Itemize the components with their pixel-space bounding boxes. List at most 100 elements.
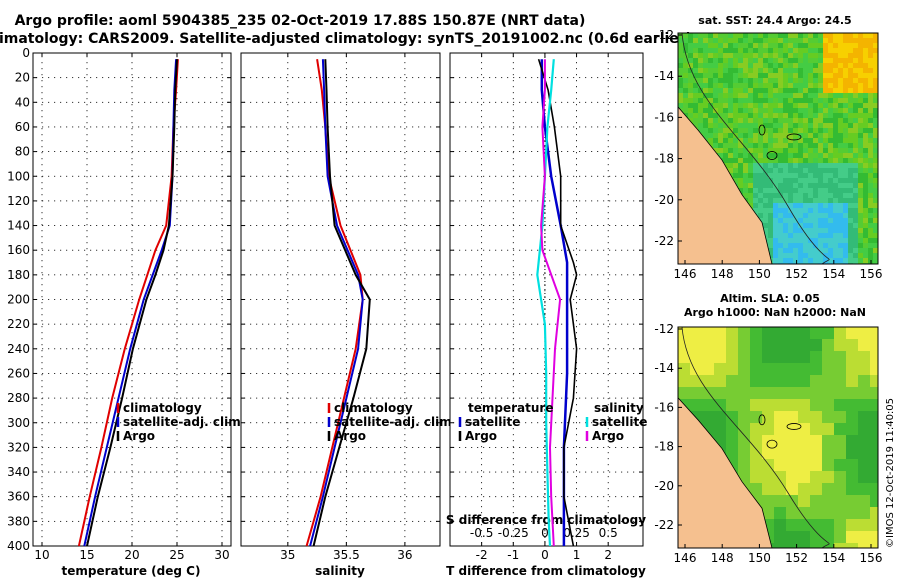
- map-cell: [693, 103, 699, 109]
- map-cell: [828, 133, 834, 139]
- map-cell: [858, 113, 864, 119]
- map-cell: [833, 118, 839, 124]
- map-cell: [828, 128, 834, 134]
- map-cell: [693, 93, 699, 99]
- map-cell: [803, 113, 809, 119]
- map-cell: [698, 108, 704, 114]
- map-cell: [703, 73, 709, 79]
- map-cell: [823, 43, 829, 49]
- map-cell: [723, 88, 729, 94]
- map-cell: [758, 93, 764, 99]
- map-cell: [733, 168, 739, 174]
- map-cell: [758, 38, 764, 44]
- map-cell: [768, 143, 774, 149]
- map-cell: [818, 83, 824, 89]
- map-cell: [868, 133, 874, 139]
- map-cell: [828, 58, 834, 64]
- map-cell: [718, 108, 724, 114]
- map-cell: [768, 208, 774, 214]
- map-cell: [833, 148, 839, 154]
- map-cell: [833, 233, 839, 239]
- depth-tick-label: 380: [7, 514, 30, 528]
- map-cell: [793, 93, 799, 99]
- map-cell: [873, 118, 878, 124]
- map-cell: [738, 88, 744, 94]
- map-cell: [853, 113, 859, 119]
- map-cell: [698, 123, 704, 129]
- map-cell: [833, 38, 839, 44]
- map-cell: [783, 138, 789, 144]
- map-cell: [678, 93, 684, 99]
- map-cell: [813, 78, 819, 84]
- map-cell: [748, 78, 754, 84]
- map-cell: [678, 38, 684, 44]
- map-cell: [808, 168, 814, 174]
- temperature-diff-tick-label: 2: [604, 548, 612, 562]
- map-cell: [723, 73, 729, 79]
- map-cell: [818, 88, 824, 94]
- map-cell: [768, 148, 774, 154]
- legend-label: climatology: [123, 401, 202, 415]
- map-cell: [703, 43, 709, 49]
- map-cell: [828, 123, 834, 129]
- map-cell: [758, 108, 764, 114]
- map-cell: [813, 183, 819, 189]
- map-cell: [768, 218, 774, 224]
- map-cell: [828, 73, 834, 79]
- map-cell: [738, 98, 744, 104]
- map-cell: [863, 168, 869, 174]
- map-cell: [828, 48, 834, 54]
- map-cell: [793, 138, 799, 144]
- map-cell: [708, 118, 714, 124]
- depth-tick-label: 40: [15, 95, 30, 109]
- map-cell: [798, 203, 804, 209]
- map-cell: [823, 228, 829, 234]
- map-cell: [778, 123, 784, 129]
- map-cell: [868, 73, 874, 79]
- map-cell: [778, 228, 784, 234]
- map-cell: [793, 223, 799, 229]
- map-cell: [848, 183, 854, 189]
- map-cell: [703, 93, 709, 99]
- map-cell: [698, 128, 704, 134]
- map-cell: [743, 113, 749, 119]
- map-cell: [773, 188, 779, 194]
- map-cell: [808, 78, 814, 84]
- map-cell: [783, 153, 789, 159]
- map-cell: [733, 128, 739, 134]
- map-cell: [703, 88, 709, 94]
- map-cell: [843, 43, 849, 49]
- legend-label: Argo: [334, 429, 366, 443]
- map-cell: [723, 83, 729, 89]
- map-cell: [853, 38, 859, 44]
- map-cell: [753, 58, 759, 64]
- map-cell: [783, 58, 789, 64]
- map-cell: [828, 53, 834, 59]
- map-cell: [813, 138, 819, 144]
- map-cell: [838, 133, 844, 139]
- map-cell: [778, 43, 784, 49]
- map-cell: [818, 113, 824, 119]
- map-cell: [728, 98, 734, 104]
- map-cell: [843, 138, 849, 144]
- temperature-panel: 0 20 40 60 80 100 120 140 160 180 200 220 240 260 280 3…: [7, 46, 245, 562]
- map-cell: [803, 223, 809, 229]
- map-cell: [843, 213, 849, 219]
- map-cell: [848, 83, 854, 89]
- map-cell: [758, 213, 764, 219]
- map-cell: [713, 68, 719, 74]
- map-cell: [718, 78, 724, 84]
- map-cell: [828, 108, 834, 114]
- map-cell: [853, 108, 859, 114]
- map-cell: [738, 58, 744, 64]
- map-cell: [828, 228, 834, 234]
- map-cell: [778, 153, 784, 159]
- map-cell: [768, 83, 774, 89]
- map-cell: [863, 173, 869, 179]
- map-cell: [848, 73, 854, 79]
- temperature-x-label: temperature (deg C): [62, 564, 201, 578]
- map-cell: [818, 223, 824, 229]
- map-cell: [723, 128, 729, 134]
- map-cell: [858, 188, 864, 194]
- map-cell: [713, 138, 719, 144]
